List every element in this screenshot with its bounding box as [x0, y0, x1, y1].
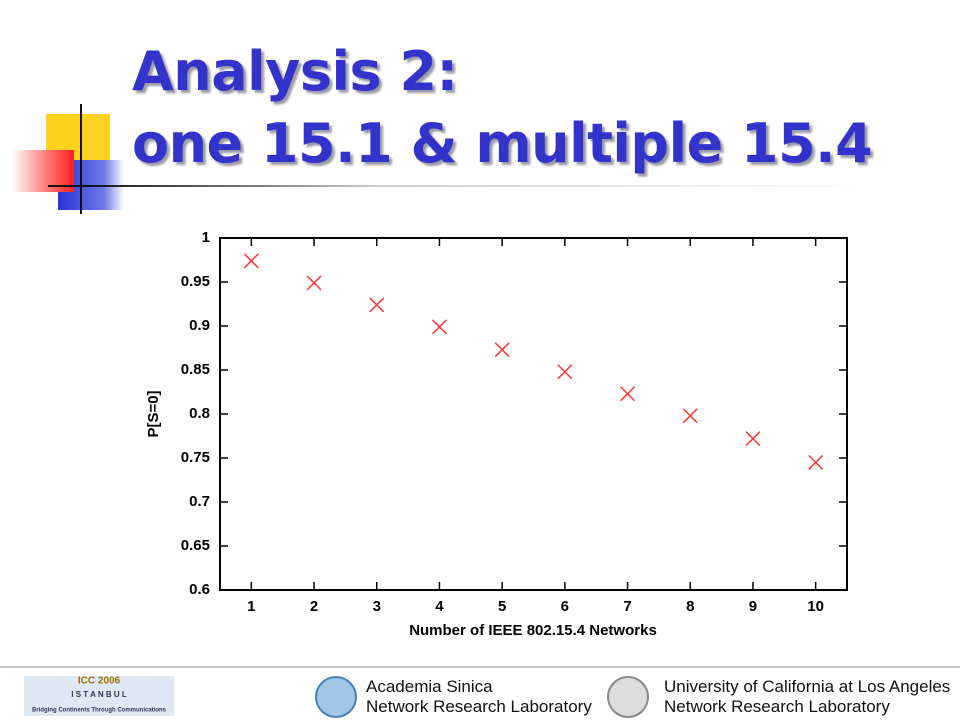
ucla-logo	[607, 676, 649, 718]
y-tick-label: 0.65	[181, 537, 210, 554]
point	[745, 431, 761, 447]
x-tick-label: 6	[561, 598, 569, 615]
point	[808, 454, 824, 470]
y-tick-label: 0.75	[181, 449, 210, 466]
x-tick-label: 2	[310, 598, 318, 615]
x-tick-label: 4	[435, 598, 444, 615]
sinica-logo	[315, 676, 357, 718]
deco-rule	[48, 185, 868, 187]
point	[682, 408, 698, 424]
y-tick-label: 0.8	[189, 405, 210, 422]
deco-line	[80, 104, 82, 214]
x-axis-label: Number of IEEE 802.15.4 Networks	[409, 622, 657, 639]
x-tick-label: 5	[498, 598, 506, 615]
icc-text: ICC 2006	[78, 676, 121, 687]
y-tick-label: 0.9	[189, 317, 210, 334]
slide-title: Analysis 2:	[132, 40, 458, 103]
footer-org: University of California at Los Angeles N…	[664, 677, 950, 717]
x-tick-label: 9	[749, 598, 757, 615]
x-tick-label: 8	[686, 598, 694, 615]
point	[243, 253, 259, 269]
slide-title: one 15.1 & multiple 15.4	[132, 112, 873, 175]
y-tick-label: 0.95	[181, 273, 210, 290]
y-tick-label: 1	[202, 229, 210, 246]
y-tick-label: 0.6	[189, 581, 210, 598]
x-tick-label: 1	[247, 598, 255, 615]
footer-text: University of California at Los Angeles	[664, 677, 951, 696]
footer-org: Academia Sinica Network Research Laborato…	[366, 677, 592, 717]
y-tick-label: 0.85	[181, 361, 210, 378]
x-tick-label: 10	[807, 598, 824, 615]
icc-text: I S T A N B U L	[71, 690, 127, 699]
point	[369, 297, 385, 313]
point	[431, 319, 447, 335]
x-tick-label: 7	[623, 598, 631, 615]
point	[557, 364, 573, 380]
icc-text: Bridging Continents Through Communicatio…	[32, 708, 167, 714]
point	[306, 275, 322, 291]
point	[494, 342, 510, 358]
footer-text: Academia Sinica	[366, 677, 493, 696]
point	[620, 386, 636, 402]
icc-logo	[24, 676, 174, 716]
y-tick-label: 0.7	[189, 493, 210, 510]
y-axis-label: P[S=0]	[145, 390, 162, 437]
footer-text: Network Research Laboratory	[366, 697, 592, 716]
x-tick-label: 3	[373, 598, 381, 615]
footer-text: Network Research Laboratory	[664, 697, 890, 716]
